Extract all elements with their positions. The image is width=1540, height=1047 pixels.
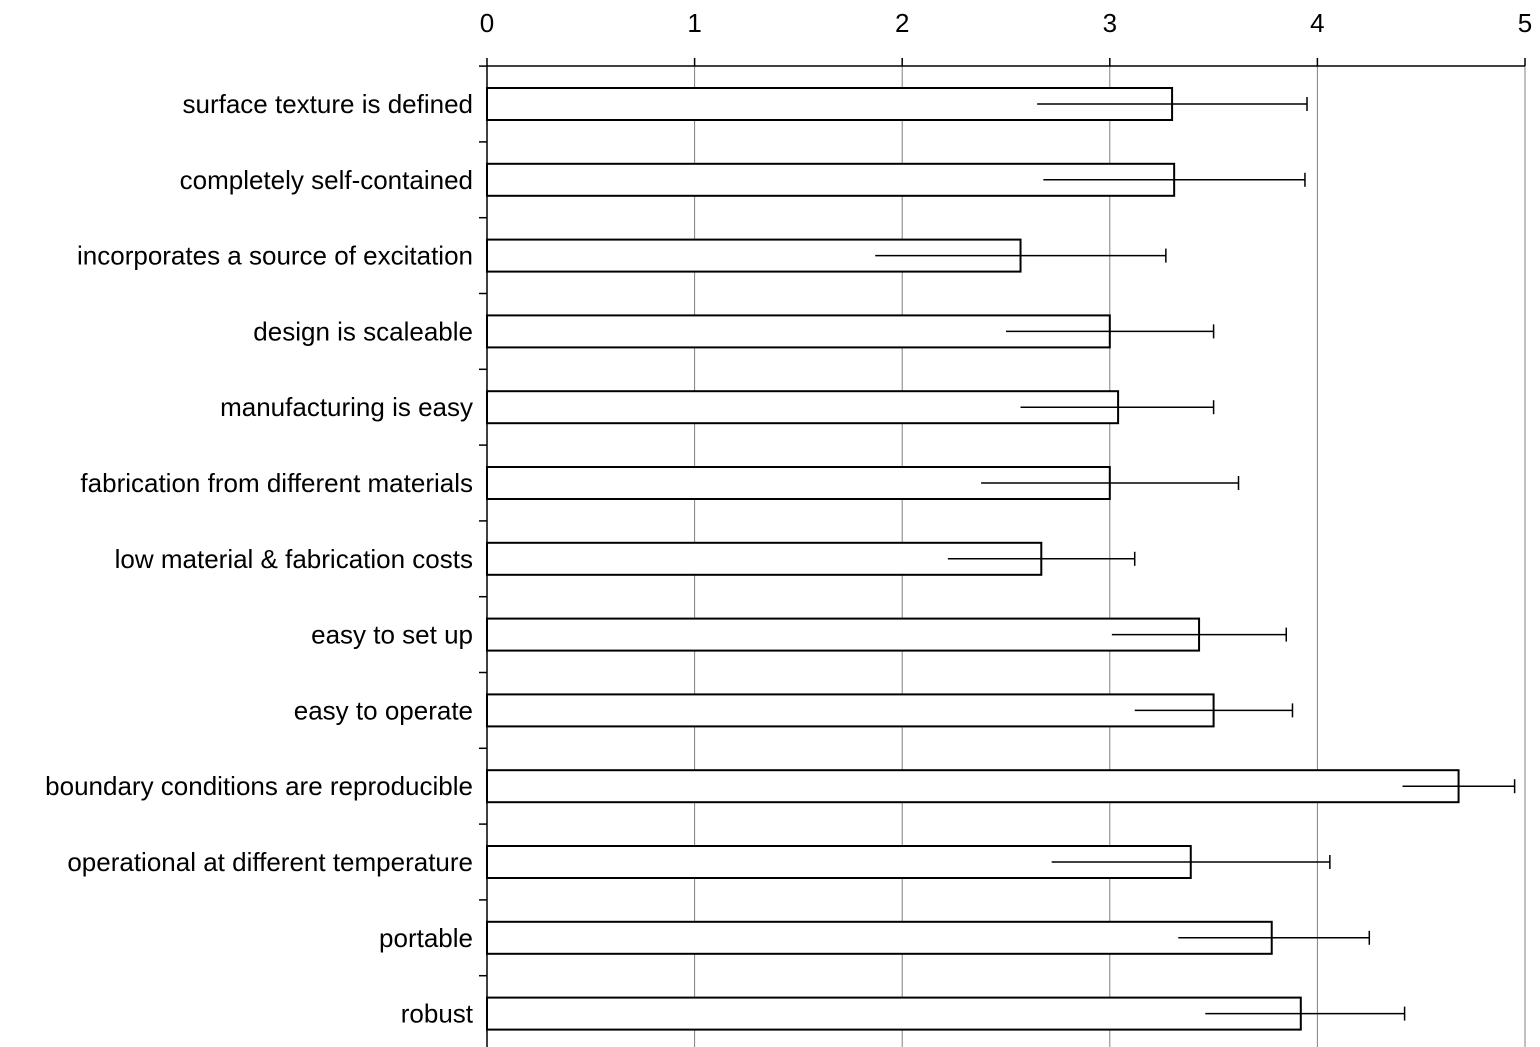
category-label: robust xyxy=(401,999,474,1029)
category-label: operational at different temperature xyxy=(67,847,473,877)
category-label: boundary conditions are reproducible xyxy=(45,771,473,801)
bar xyxy=(486,390,1120,425)
category-label: surface texture is defined xyxy=(183,89,474,119)
category-label: low material & fabrication costs xyxy=(115,544,473,574)
category-label: completely self-contained xyxy=(180,165,473,195)
bar xyxy=(486,920,1273,955)
x-tick-label: 5 xyxy=(1518,8,1532,38)
category-label: portable xyxy=(379,923,473,953)
bar xyxy=(486,617,1201,652)
x-tick-label: 3 xyxy=(1103,8,1117,38)
bar xyxy=(486,769,1460,804)
value-axis: 0 1 2 3 4 5 xyxy=(479,8,1532,1047)
bar xyxy=(486,996,1302,1031)
category-labels: surface texture is defined completely sel… xyxy=(45,89,474,1029)
gridlines xyxy=(694,66,1526,1047)
x-tick-label: 4 xyxy=(1310,8,1324,38)
category-label: incorporates a source of excitation xyxy=(77,241,473,271)
error-bars xyxy=(875,97,1516,1021)
category-label: fabrication from different materials xyxy=(80,468,473,498)
category-label: easy to set up xyxy=(311,620,473,650)
x-tick-label: 2 xyxy=(895,8,909,38)
category-label: easy to operate xyxy=(294,695,473,725)
category-label: manufacturing is easy xyxy=(220,392,473,422)
x-tick-label: 0 xyxy=(480,8,494,38)
category-label: design is scaleable xyxy=(253,316,473,346)
x-tick-label: 1 xyxy=(687,8,701,38)
bar xyxy=(486,693,1215,728)
